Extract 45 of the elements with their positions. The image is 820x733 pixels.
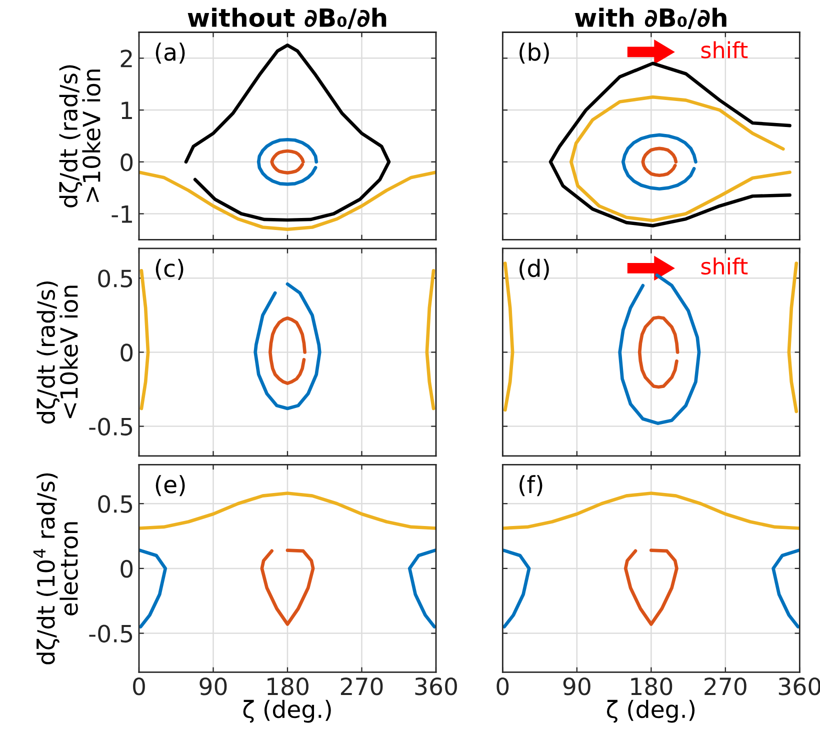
x-tick-label: 90	[200, 677, 227, 696]
annotation: shift	[701, 257, 748, 275]
line-series	[256, 138, 318, 186]
line-series	[254, 282, 322, 410]
y-tick-label: 0	[120, 560, 133, 578]
line-series	[140, 269, 150, 410]
annotation: (b)	[520, 42, 549, 64]
x-tick-label: 180	[268, 677, 308, 696]
line-series	[408, 548, 436, 628]
annotation: (f)	[520, 475, 542, 496]
annotation: shift	[701, 41, 748, 58]
line-series	[184, 44, 391, 222]
y-tick-label: 0.5	[98, 495, 132, 513]
x-tick-label: 360	[415, 677, 457, 696]
line-series	[425, 269, 436, 410]
y-tick-label: 2	[120, 50, 132, 68]
x-tick-label: 0	[496, 677, 509, 696]
x-tick-label: 270	[704, 677, 746, 696]
y-tick-label: 0	[120, 344, 133, 362]
y-tick-label: 0	[120, 153, 133, 172]
y-tick-label: 1	[122, 102, 132, 120]
y-tick-label: -0.5	[89, 418, 132, 436]
x-tick-label: 270	[340, 677, 383, 696]
y-axis-title: dζ/dt (rad/s) <10keV ion	[36, 282, 78, 424]
annotation: (c)	[156, 258, 184, 280]
y-axis-title: dζ/dt (10$^{4}$ rad/s) electron	[33, 473, 78, 664]
x-tick-label: 0	[133, 677, 145, 696]
chart-title: without ∂B₀/∂h	[188, 8, 386, 30]
y-tick-label: 0.5	[98, 270, 132, 288]
annotation: (d)	[520, 258, 549, 280]
chart-title: with ∂B₀/∂h	[574, 8, 726, 30]
x-tick-label: 90	[563, 677, 590, 696]
line-series	[138, 548, 168, 628]
x-axis-title: ζ (deg.)	[607, 700, 695, 723]
x-axis-title: ζ (deg.)	[243, 700, 331, 723]
y-axis-title: dζ/dt (rad/s) >10keV ion	[59, 65, 100, 208]
line-series	[138, 170, 436, 231]
y-tick-label: -0.5	[89, 624, 132, 643]
x-tick-label: 180	[631, 677, 672, 696]
line-series	[268, 316, 306, 385]
line-series	[260, 548, 315, 626]
y-tick-label: -1	[112, 206, 132, 223]
annotation: (a)	[156, 42, 185, 64]
annotation: (e)	[156, 475, 185, 496]
line-series	[270, 149, 305, 174]
